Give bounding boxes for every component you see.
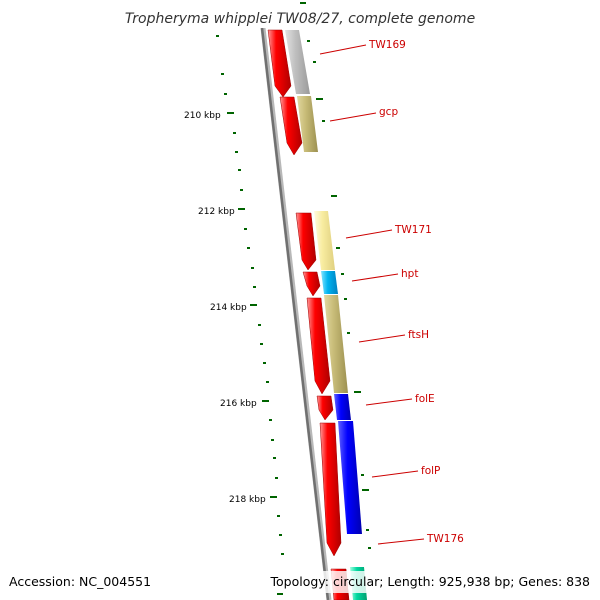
position-ticks: 210 kbp 212 kbp 214 kbp 216 kbp 218 kbp [184, 111, 266, 505]
tick-label-216kbp: 216 kbp [220, 399, 257, 409]
map-title: Tropheryma whipplei TW08/27, complete ge… [125, 11, 475, 27]
gene-leader-lines [319, 44, 425, 545]
cds-block [316, 395, 334, 421]
cds-block [295, 212, 317, 271]
gene-label-ftsh: ftsH [408, 329, 429, 341]
cog-metabolism-block [324, 295, 348, 393]
gene-label-gcp: gcp [379, 106, 398, 118]
gc-skew-track [216, 35, 284, 595]
cds-block [267, 29, 292, 98]
cds-block [279, 96, 303, 156]
title-backdrop [120, 6, 480, 28]
gene-label-hpt: hpt [401, 268, 418, 280]
gene-label-tw169: TW169 [368, 39, 406, 51]
gene-labels: TW169 gcp TW171 hpt ftsH folE folP TW176 [368, 39, 464, 545]
outer-feature-track [300, 2, 371, 549]
cog-coenzyme-block [334, 394, 351, 420]
tick-label-218kbp: 218 kbp [229, 495, 266, 505]
gene-label-fole: folE [415, 393, 435, 405]
cog-nucleotide-block [321, 271, 338, 294]
summary-backdrop [282, 571, 596, 593]
cds-block [319, 422, 342, 557]
gene-label-tw176: TW176 [426, 533, 464, 545]
cog-unknown-block [285, 30, 310, 94]
gene-label-folp: folP [421, 465, 440, 477]
tick-label-210kbp: 210 kbp [184, 111, 221, 121]
genome-backbone [260, 27, 332, 600]
topology-summary: Topology: circular; Length: 925,938 bp; … [270, 574, 591, 589]
cog-metabolism-block [297, 96, 318, 152]
tick-label-214kbp: 214 kbp [210, 303, 247, 313]
tick-label-212kbp: 212 kbp [198, 207, 235, 217]
accession-label: Accession: NC_004551 [9, 574, 151, 589]
cog-coenzyme-block [338, 421, 362, 534]
accession-backdrop [4, 571, 154, 593]
cds-block [302, 271, 321, 297]
cog-hypothetical-block [314, 211, 335, 270]
gene-label-tw171: TW171 [394, 224, 432, 236]
cog-category-track [285, 30, 367, 600]
cds-block [306, 297, 331, 395]
